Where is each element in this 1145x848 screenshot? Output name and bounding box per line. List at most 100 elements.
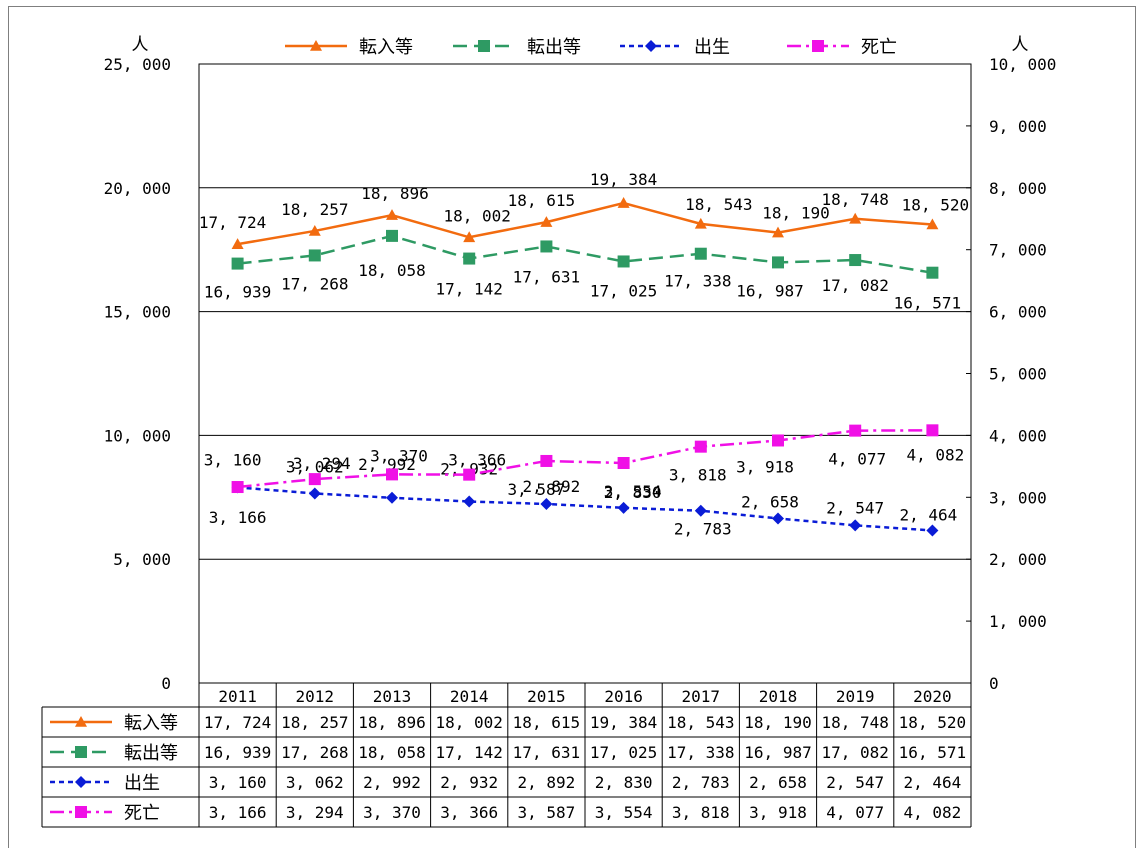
data-label: 17, 724 <box>199 213 266 232</box>
table-cell: 2, 830 <box>595 773 653 792</box>
data-label: 16, 571 <box>894 294 961 313</box>
data-label: 18, 190 <box>762 204 829 223</box>
y-right-tick-label: 0 <box>989 674 999 693</box>
data-label: 17, 631 <box>513 267 580 286</box>
data-point <box>849 519 862 532</box>
plot-area <box>198 63 972 684</box>
data-point <box>386 229 398 242</box>
data-label: 17, 082 <box>821 276 888 295</box>
data-point <box>386 209 398 220</box>
data-point <box>617 255 630 268</box>
data-label: 18, 520 <box>902 195 969 214</box>
table-cell: 3, 587 <box>518 803 576 822</box>
data-label: 16, 939 <box>204 283 271 302</box>
data-point <box>772 226 784 238</box>
table-cell: 17, 724 <box>204 713 271 732</box>
series-line <box>237 486 933 532</box>
data-label: 2, 658 <box>741 492 799 511</box>
y-right-tick-label: 10, 000 <box>989 55 1056 74</box>
data-label: 18, 615 <box>508 191 575 210</box>
legend-marker <box>310 40 322 51</box>
data-point <box>926 424 939 437</box>
legend-label: 転出等 <box>527 37 581 58</box>
data-label: 17, 268 <box>281 274 348 293</box>
legend-marker <box>645 40 657 52</box>
table-cell: 3, 366 <box>440 803 498 822</box>
legend-label: 転入等 <box>359 37 413 58</box>
table-cell: 4, 082 <box>904 803 962 822</box>
data-point <box>772 434 784 447</box>
y-right-tick-label: 6, 000 <box>989 303 1047 322</box>
y-right-tick-label: 3, 000 <box>989 488 1047 507</box>
data-label: 3, 554 <box>604 482 662 501</box>
table-cell: 18, 543 <box>667 713 734 732</box>
data-label: 18, 058 <box>358 261 425 280</box>
legend-label: 出生 <box>694 37 730 58</box>
data-point <box>308 224 321 236</box>
data-point <box>694 247 707 260</box>
data-label: 2, 783 <box>674 520 732 539</box>
data-point <box>231 481 244 494</box>
y-right-tick-label: 4, 000 <box>989 426 1047 445</box>
table-cell: 2, 892 <box>518 773 576 792</box>
data-point <box>926 524 939 537</box>
data-point <box>386 468 398 481</box>
data-label: 18, 002 <box>443 206 510 225</box>
legend-marker <box>812 40 824 52</box>
table-cell: 18, 002 <box>435 713 502 732</box>
table-cell: 2, 658 <box>749 773 807 792</box>
data-label: 17, 025 <box>590 281 657 300</box>
data-point <box>463 468 476 481</box>
table-cell: 3, 554 <box>595 803 653 822</box>
x-tick-label: 2011 <box>218 687 257 706</box>
data-point <box>308 473 321 486</box>
y-left-tick-label: 20, 000 <box>104 179 171 198</box>
data-label: 18, 896 <box>361 184 428 203</box>
data-label: 2, 547 <box>826 498 884 517</box>
x-tick-label: 2018 <box>759 687 798 706</box>
table-cell: 18, 257 <box>281 713 348 732</box>
data-label: 3, 166 <box>209 508 267 527</box>
table-cell: 16, 939 <box>204 743 271 762</box>
data-label: 3, 587 <box>508 480 566 499</box>
x-tick-label: 2013 <box>373 687 412 706</box>
y-left-tick-label: 25, 000 <box>104 55 171 74</box>
table-cell: 3, 370 <box>363 803 421 822</box>
chart-frame <box>8 6 1136 848</box>
data-label: 19, 384 <box>590 170 657 189</box>
table-row-label: 転入等 <box>124 713 178 734</box>
table-cell: 18, 520 <box>899 713 966 732</box>
legend-marker <box>478 40 490 52</box>
table-cell: 17, 142 <box>435 743 502 762</box>
table-cell: 3, 166 <box>209 803 267 822</box>
table-cell: 2, 783 <box>672 773 730 792</box>
table-cell: 3, 918 <box>749 803 807 822</box>
data-label: 4, 077 <box>828 450 886 469</box>
data-point <box>694 504 707 517</box>
table-row-label: 死亡 <box>124 803 160 824</box>
table-cell: 17, 268 <box>281 743 348 762</box>
x-tick-label: 2020 <box>913 687 952 706</box>
data-label: 3, 818 <box>669 466 727 485</box>
table-row-label: 出生 <box>124 773 160 794</box>
table-cell: 17, 082 <box>821 743 888 762</box>
data-point <box>617 197 630 208</box>
data-point <box>463 252 476 265</box>
data-point <box>772 512 784 525</box>
data-label: 3, 370 <box>370 446 428 465</box>
data-label: 2, 830 <box>604 483 662 502</box>
table-cell: 3, 294 <box>286 803 344 822</box>
x-tick-label: 2019 <box>836 687 875 706</box>
series-line <box>237 429 933 489</box>
table-legend-marker <box>75 746 87 758</box>
data-label: 18, 748 <box>821 190 888 209</box>
data-label: 3, 294 <box>293 454 351 473</box>
data-label: 2, 464 <box>900 505 958 524</box>
data-label: 17, 142 <box>435 280 502 299</box>
data-label: 16, 987 <box>736 281 803 300</box>
y-right-tick-label: 5, 000 <box>989 365 1047 384</box>
table-legend-marker <box>75 776 87 788</box>
table-cell: 2, 464 <box>904 773 962 792</box>
table-cell: 3, 062 <box>286 773 344 792</box>
y-right-tick-label: 2, 000 <box>989 550 1047 569</box>
